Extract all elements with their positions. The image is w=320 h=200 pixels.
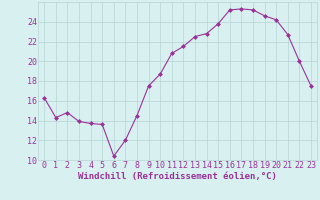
X-axis label: Windchill (Refroidissement éolien,°C): Windchill (Refroidissement éolien,°C) bbox=[78, 172, 277, 181]
